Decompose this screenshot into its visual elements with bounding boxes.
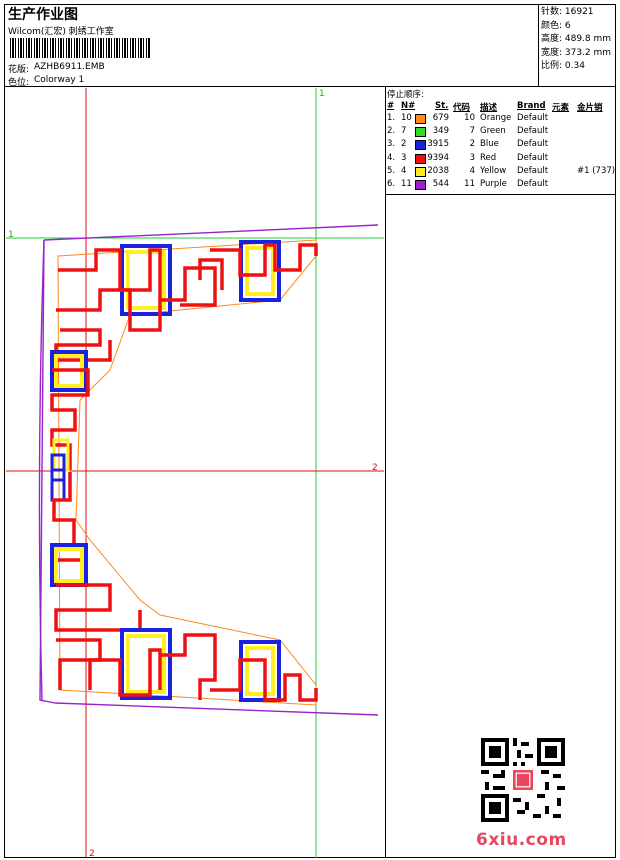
qr-center-seal xyxy=(513,770,533,790)
row-needle: 2 xyxy=(401,139,407,150)
row-code: 4 xyxy=(469,165,475,176)
colorway-value: Colorway 1 xyxy=(34,75,85,85)
lower-motif xyxy=(50,468,318,702)
upper-motif xyxy=(50,240,318,482)
row-needle: 4 xyxy=(401,165,407,176)
stitch-count: 针数: 16921 xyxy=(541,7,594,17)
table-header-row: # N# St. 代码 描述 Brand 元素 金片销 xyxy=(387,101,615,113)
purple-outline-left xyxy=(38,239,45,701)
row-description: Orange xyxy=(480,113,512,123)
col-header-code: 代码 xyxy=(453,103,471,113)
row-stitches: 3915 xyxy=(427,139,449,150)
guide-label-h1: 1 xyxy=(8,230,14,240)
row-needle: 10 xyxy=(401,113,412,123)
color-swatch xyxy=(415,180,426,190)
guide-label-v2: 2 xyxy=(89,849,95,859)
row-brand: Default xyxy=(517,152,549,163)
col-header-sequin: 金片销 xyxy=(577,103,603,113)
row-needle: 7 xyxy=(401,126,407,137)
col-header-needle: N# xyxy=(401,101,416,111)
design-scale: 比例: 0.34 xyxy=(541,61,585,71)
worksheet-frame xyxy=(4,4,616,858)
row-description: Purple xyxy=(480,179,507,189)
guide-label-h2: 2 xyxy=(372,463,378,473)
row-brand: Default xyxy=(517,113,549,123)
row-index: 3. xyxy=(387,139,396,150)
col-header-desc: 描述 xyxy=(480,103,498,113)
row-stitches: 9394 xyxy=(427,152,449,163)
row-stitches: 679 xyxy=(432,113,449,123)
studio-name: Wilcom(汇宏) 刺绣工作室 xyxy=(8,27,114,37)
col-header-element: 元素 xyxy=(552,103,570,113)
header-divider xyxy=(4,86,616,87)
row-index: 1. xyxy=(387,113,396,123)
color-swatch xyxy=(415,127,426,138)
row-sequin: #1 (737) xyxy=(577,165,616,176)
row-description: Yellow xyxy=(480,165,507,176)
design-stats: 针数: 16921 颜色: 6 高度: 489.8 mm 宽度: 373.2 m… xyxy=(541,6,611,74)
table-title: 停止顺序: xyxy=(387,90,424,100)
row-brand: Default xyxy=(517,165,549,176)
row-index: 2. xyxy=(387,126,396,137)
qr-code xyxy=(481,738,565,822)
design-file: AZHB6911.EMB xyxy=(34,62,105,72)
color-row: 1. 10 679 10 Orange Default xyxy=(387,113,615,125)
row-code: 2 xyxy=(469,139,475,150)
row-brand: Default xyxy=(517,139,549,150)
row-index: 5. xyxy=(387,165,396,176)
color-swatch xyxy=(415,166,426,177)
row-stitches: 544 xyxy=(432,179,449,189)
stats-divider xyxy=(538,4,539,86)
design-height: 高度: 489.8 mm xyxy=(541,34,612,44)
row-index: 4. xyxy=(387,152,396,163)
col-header-index: # xyxy=(387,101,395,111)
row-needle: 3 xyxy=(401,152,407,163)
barcode xyxy=(10,38,150,58)
watermark-text: 6xiu.com xyxy=(476,830,567,850)
col-header-stitches: St. xyxy=(435,101,449,111)
color-swatch xyxy=(415,153,426,164)
color-row: 6. 11 544 11 Purple Default xyxy=(387,179,615,191)
row-code: 7 xyxy=(469,126,475,137)
row-stitches: 2038 xyxy=(427,165,449,176)
row-brand: Default xyxy=(517,179,549,189)
guide-label-v1: 1 xyxy=(319,89,325,99)
color-row: 5. 4 2038 4 Yellow Default #1 (737) xyxy=(387,166,615,178)
table-divider xyxy=(385,194,616,195)
row-code: 3 xyxy=(469,152,475,163)
color-swatch xyxy=(415,140,426,151)
row-description: Red xyxy=(480,152,497,163)
page-title: 生产作业图 xyxy=(8,7,78,23)
color-row: 2. 7 349 7 Green Default xyxy=(387,126,615,138)
color-swatch xyxy=(415,114,426,124)
color-count: 颜色: 6 xyxy=(541,20,571,31)
row-brand: Default xyxy=(517,126,549,137)
row-description: Blue xyxy=(480,139,499,150)
col-header-brand: Brand xyxy=(517,101,546,111)
row-description: Green xyxy=(480,126,506,137)
row-code: 10 xyxy=(464,113,475,123)
row-index: 6. xyxy=(387,179,396,189)
color-row: 4. 3 9394 3 Red Default xyxy=(387,153,615,165)
color-row: 3. 2 3915 2 Blue Default xyxy=(387,139,615,151)
colorway-label: 色位: xyxy=(8,78,30,88)
row-code: 11 xyxy=(464,179,475,189)
design-label: 花版: xyxy=(8,65,30,75)
design-width: 宽度: 373.2 mm xyxy=(541,47,612,58)
row-needle: 11 xyxy=(401,179,412,189)
panel-divider xyxy=(385,86,386,858)
purple-outline xyxy=(39,224,379,716)
row-stitches: 349 xyxy=(432,126,449,137)
